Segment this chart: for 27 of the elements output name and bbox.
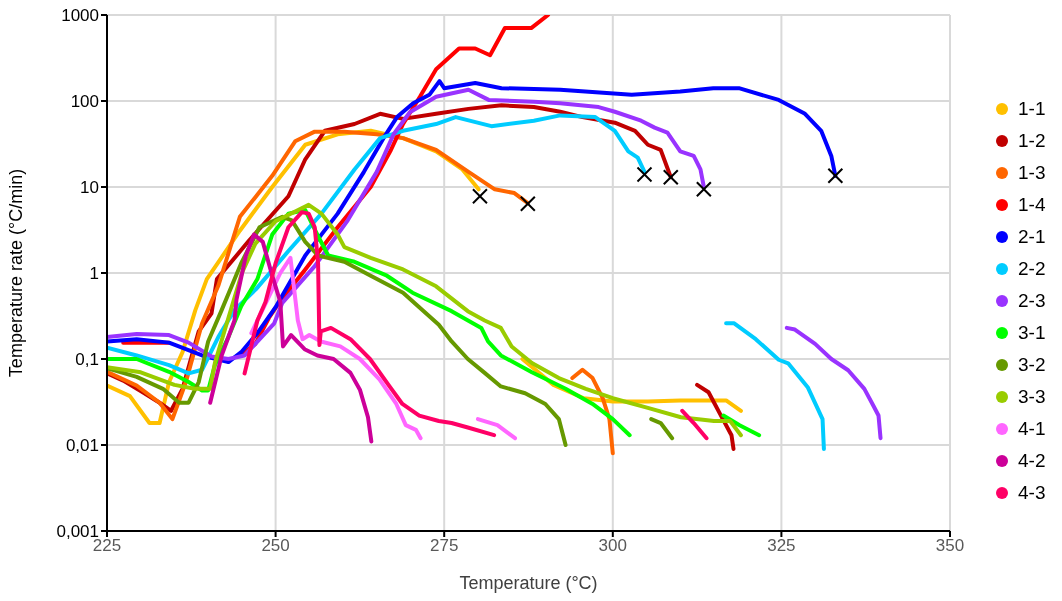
- y-tick-label: 1000: [61, 6, 99, 26]
- legend-label: 2-2: [1018, 257, 1046, 280]
- x-tick-label: 325: [767, 536, 796, 556]
- legend-label: 3-2: [1018, 353, 1046, 376]
- legend-label: 1-1: [1018, 97, 1046, 120]
- legend-label: 1-4: [1018, 193, 1046, 216]
- legend-label: 4-3: [1018, 481, 1046, 504]
- legend-label: 4-1: [1018, 417, 1046, 440]
- x-tick-label: 275: [430, 536, 459, 556]
- y-tick-label: 1: [89, 264, 99, 284]
- legend-label: 3-1: [1018, 321, 1046, 344]
- y-tick-label: 10: [80, 178, 99, 198]
- x-tick-label: 300: [598, 536, 627, 556]
- x-tick-label: 350: [935, 536, 965, 556]
- legend-label: 2-3: [1018, 289, 1046, 312]
- legend-label: 1-3: [1018, 161, 1046, 184]
- legend-label: 3-3: [1018, 385, 1046, 408]
- legend-label: 1-2: [1018, 129, 1046, 152]
- legend-label: 4-2: [1018, 449, 1046, 472]
- y-axis-title: Temperature rate (°C/min): [6, 168, 27, 378]
- y-tick-label: 0,01: [65, 436, 99, 456]
- line-series: [208, 232, 374, 444]
- x-tick-label: 250: [261, 536, 290, 556]
- y-tick-label: 0,1: [75, 350, 99, 370]
- legend-label: 2-1: [1018, 225, 1046, 248]
- x-axis-title: Temperature (°C): [459, 573, 598, 593]
- y-tick-label: 100: [70, 92, 99, 112]
